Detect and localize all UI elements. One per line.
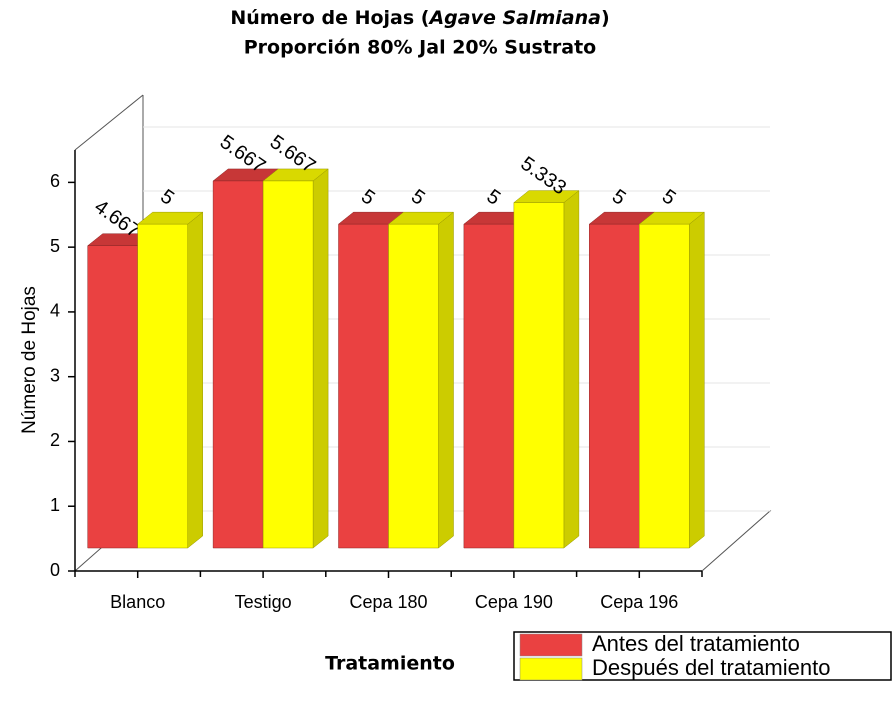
chart-title: Número de Hojas (Agave Salmiana) — [230, 7, 609, 29]
bar-front — [513, 202, 565, 549]
side-wall-edge — [74, 94, 144, 151]
x-tick-label: Cepa 190 — [475, 592, 553, 612]
title-part: ) — [601, 7, 610, 29]
bar-front — [388, 223, 439, 549]
bar-front — [212, 180, 264, 549]
bar-front — [137, 223, 188, 549]
bar-front — [87, 245, 138, 549]
legend-label: Antes del tratamiento — [592, 631, 800, 656]
bar-side — [312, 168, 329, 549]
bar — [638, 211, 706, 549]
title-part: Agave Salmiana — [427, 7, 601, 29]
legend-swatch — [519, 657, 583, 681]
title-part: Número de Hojas ( — [230, 7, 429, 29]
bar-front — [463, 223, 515, 549]
bar — [513, 190, 580, 549]
bar — [387, 211, 455, 549]
data-label: 5 — [658, 185, 680, 209]
data-label: 5 — [608, 185, 630, 209]
bar-side — [187, 211, 203, 549]
legend-label: Después del tratamiento — [592, 655, 830, 680]
data-label: 5 — [357, 185, 379, 209]
x-tick-label: Blanco — [110, 592, 165, 612]
bar-front — [262, 180, 314, 549]
y-axis-label: Número de Hojas — [19, 286, 40, 434]
y-tick-label: 3 — [50, 365, 60, 385]
y-tick-label: 2 — [50, 430, 60, 450]
data-label: 5 — [156, 185, 178, 209]
chart-subtitle: Proporción 80% Jal 20% Sustrato — [244, 37, 596, 59]
x-tick-label: Cepa 196 — [600, 592, 678, 612]
data-label: 5 — [407, 185, 429, 209]
bar-side — [438, 211, 454, 549]
bar — [136, 211, 204, 549]
x-axis-label: Tratamiento — [325, 653, 455, 675]
legend-swatch — [519, 633, 583, 657]
bar-side — [563, 190, 580, 549]
x-tick-label: Testigo — [235, 592, 292, 612]
bar-front — [338, 223, 389, 549]
data-label: 5 — [482, 185, 504, 209]
bar-side — [689, 211, 705, 549]
y-tick-label: 6 — [50, 171, 60, 191]
y-tick-label: 0 — [50, 560, 60, 580]
bar — [262, 168, 329, 549]
y-tick-label: 1 — [50, 495, 60, 515]
bar-front — [639, 223, 690, 549]
y-tick-label: 4 — [50, 301, 60, 321]
x-tick-label: Cepa 180 — [349, 592, 427, 612]
bar-front — [589, 223, 640, 549]
y-tick-label: 5 — [50, 236, 60, 256]
